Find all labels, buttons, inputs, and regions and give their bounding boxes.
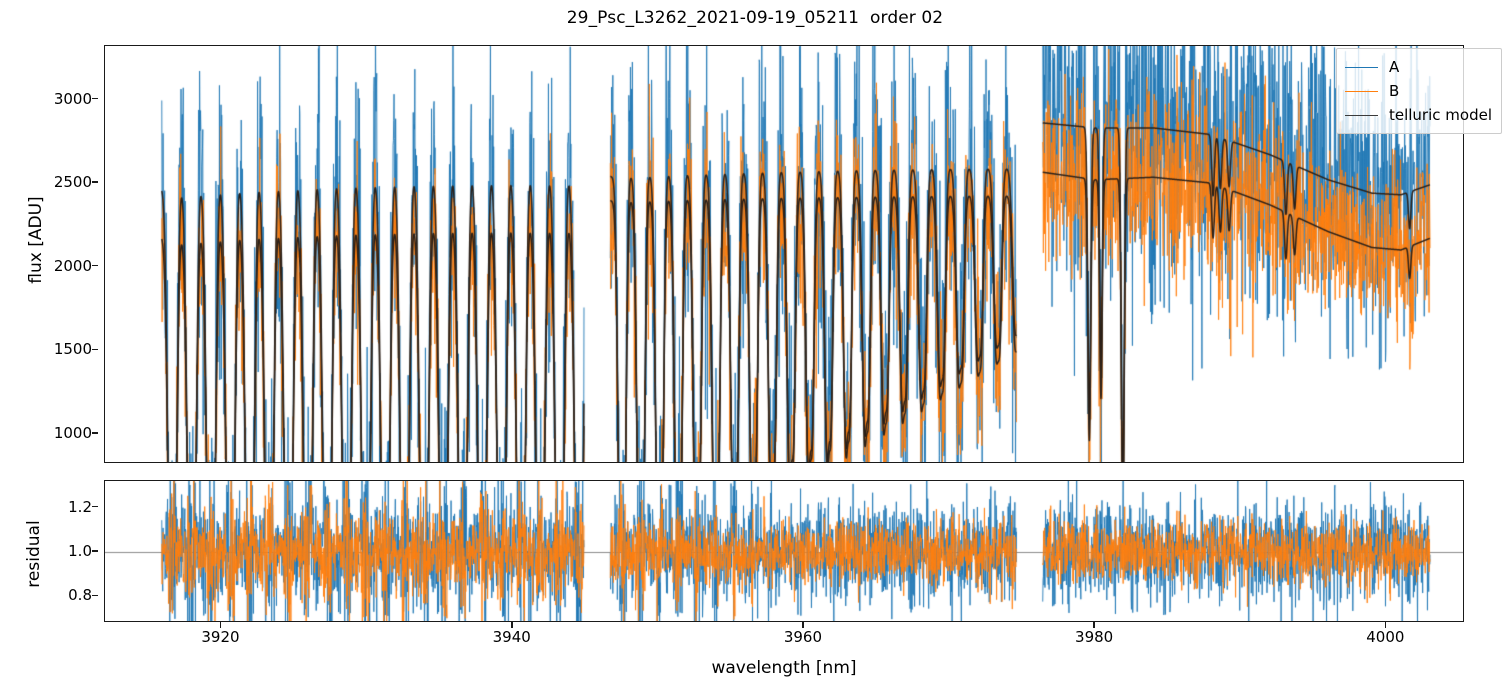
x-tick-mark [802, 622, 804, 628]
legend-label-telluric-model: telluric model [1388, 106, 1492, 124]
flux-spectrum-canvas [105, 46, 1463, 462]
y-tick-mark [92, 505, 98, 508]
y-tick-mark [92, 181, 98, 183]
legend: A B telluric model [1335, 48, 1502, 134]
x-tick-mark [1093, 622, 1095, 628]
x-tick-label: 3920 [201, 628, 240, 646]
x-tick-label: 3960 [783, 628, 823, 646]
residual-plot-panel [104, 480, 1464, 622]
legend-label-b: B [1388, 82, 1400, 100]
flux-axis-label: flux [ADU] [26, 196, 46, 284]
residual-axis-label: residual [24, 520, 44, 588]
residual-y-axis: 0.8 1.0 1.2 [8, 480, 98, 622]
flux-plot-panel [104, 45, 1464, 463]
y-tick-label: 2000 [53, 256, 92, 275]
x-tick-label: 4000 [1366, 628, 1405, 646]
x-tick-label: 3940 [492, 628, 531, 646]
y-tick-mark [92, 550, 98, 552]
legend-line-swatch-b [1344, 90, 1378, 92]
y-tick-label: 0.8 [68, 586, 92, 605]
y-tick-label: 1.2 [68, 497, 92, 516]
legend-line-swatch-telluric [1344, 114, 1378, 116]
x-tick-mark [1384, 622, 1387, 628]
legend-item-telluric-model: telluric model [1344, 103, 1492, 127]
x-tick-label: 3980 [1075, 628, 1114, 646]
legend-line-swatch-a [1344, 66, 1378, 68]
y-tick-label: 2500 [53, 173, 92, 192]
y-tick-mark [92, 432, 98, 434]
y-tick-mark [92, 348, 98, 351]
y-tick-mark [92, 264, 98, 267]
legend-item-a: A [1344, 55, 1492, 79]
y-tick-label: 1.0 [68, 542, 92, 560]
y-tick-label: 1000 [53, 423, 92, 442]
y-tick-mark [92, 97, 98, 100]
residual-canvas [105, 481, 1463, 621]
y-tick-label: 3000 [53, 89, 92, 108]
legend-label-a: A [1388, 58, 1400, 76]
figure-title: 29_Psc_L3262_2021-09-19_05211 order 02 [566, 8, 944, 28]
y-tick-mark [92, 594, 98, 597]
flux-y-axis: 1000 1500 2000 2500 3000 [8, 45, 98, 463]
y-tick-label: 1500 [53, 340, 92, 359]
wavelength-axis-label: wavelength [nm] [711, 658, 857, 678]
legend-item-b: B [1344, 79, 1492, 103]
x-tick-mark [510, 622, 513, 628]
x-tick-mark [219, 622, 222, 628]
